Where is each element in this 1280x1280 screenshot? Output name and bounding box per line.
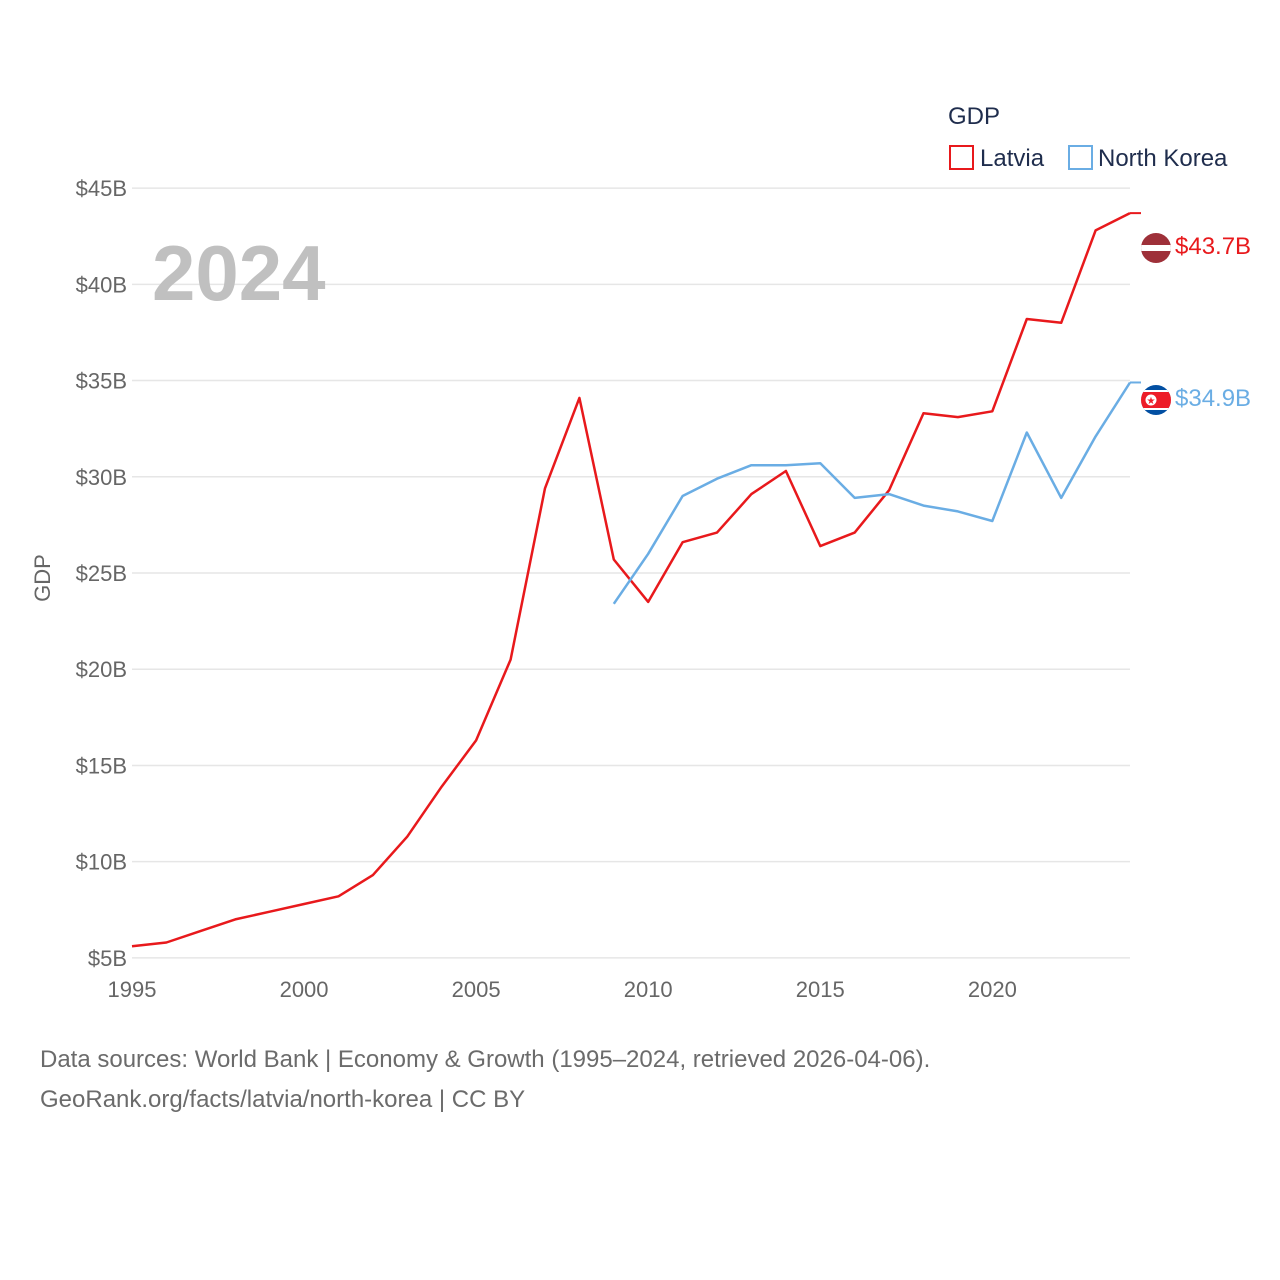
x-tick-label: 1995 [108, 977, 157, 1002]
y-tick-label: $30B [76, 465, 127, 490]
series-lines [131, 211, 1141, 948]
y-axis-title: GDP [30, 554, 55, 602]
y-tick-label: $5B [88, 946, 127, 971]
svg-text:★: ★ [1147, 396, 1156, 407]
legend-swatch-north-korea[interactable] [1068, 145, 1093, 170]
x-tick-label: 2000 [280, 977, 329, 1002]
legend-label-latvia[interactable]: Latvia [980, 145, 1045, 172]
x-tick-label: 2020 [968, 977, 1017, 1002]
y-tick-label: $35B [76, 369, 127, 394]
latvia-end-value-label: $43.7B [1175, 233, 1251, 260]
y-tick-label: $10B [76, 850, 127, 875]
data-sources-text: Data sources: World Bank | Economy & Gro… [40, 1046, 931, 1073]
legend-title: GDP [948, 103, 1000, 130]
y-tick-label: $15B [76, 753, 127, 778]
x-tick-label: 2005 [452, 977, 501, 1002]
latvia-flag-icon [1141, 233, 1171, 263]
y-tick-label: $45B [76, 176, 127, 201]
legend-label-north-korea[interactable]: North Korea [1098, 145, 1228, 172]
y-tick-label: $20B [76, 657, 127, 682]
source-link[interactable]: GeoRank.org/facts/latvia/north-korea | C… [40, 1086, 526, 1113]
y-tick-label: $25B [76, 561, 127, 586]
x-tick-label: 2015 [796, 977, 845, 1002]
legend-swatch-latvia[interactable] [949, 145, 974, 170]
gridlines [132, 187, 1130, 959]
y-tick-label: $40B [76, 272, 127, 297]
footer: Data sources: World Bank | Economy & Gro… [40, 1040, 930, 1120]
legend: GDP Latvia North Korea [948, 103, 1228, 172]
north-korea-end-value-label: $34.9B [1175, 385, 1251, 412]
x-axis-ticks: 1995 2000 2005 2010 2015 2020 [108, 977, 1017, 1002]
north-korea-flag-icon: ★ [1141, 385, 1171, 415]
x-tick-label: 2010 [624, 977, 673, 1002]
current-year-label: 2024 [152, 229, 326, 317]
y-axis-ticks: $5B $10B $15B $20B $25B $30B $35B $40B $45B [76, 176, 127, 971]
series-line-north-korea[interactable] [612, 381, 1132, 605]
